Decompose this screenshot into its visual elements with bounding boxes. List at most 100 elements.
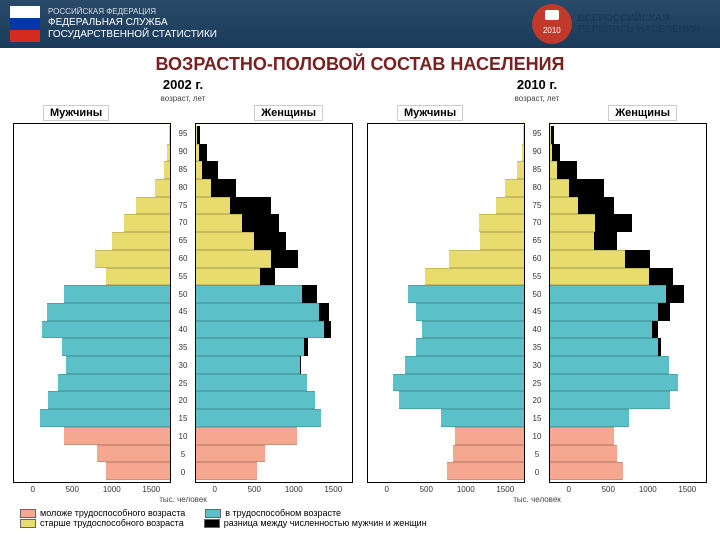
female-bar (196, 356, 300, 374)
diff-bar (552, 144, 560, 162)
bar-row (550, 161, 706, 179)
label-men: Мужчины (397, 105, 463, 121)
diff-bar (254, 232, 286, 250)
bar-row (14, 232, 170, 250)
female-bar (550, 161, 557, 179)
bar-row (196, 321, 352, 339)
age-tick: 45 (171, 303, 195, 321)
bar-row (368, 144, 524, 162)
pyramid-chart: 2002 г.возраст, летМужчиныЖенщины0510152… (13, 77, 353, 504)
bar-row (550, 427, 706, 445)
bar-row (368, 232, 524, 250)
diff-bar (658, 303, 669, 321)
pyramid-right (195, 123, 353, 483)
bar-row (368, 161, 524, 179)
bar-row (14, 303, 170, 321)
x-axis: 150010005000050010001500 (367, 485, 707, 494)
bar-row (14, 197, 170, 215)
diff-bar (230, 197, 271, 215)
bar-row (14, 126, 170, 144)
female-bar (550, 197, 578, 215)
bar-row (196, 374, 352, 392)
diff-bar (319, 303, 329, 321)
header-line1: ФЕДЕРАЛЬНАЯ СЛУЖБА (48, 17, 217, 29)
female-bar (196, 232, 254, 250)
age-tick: 20 (525, 392, 549, 410)
bar-row (196, 144, 352, 162)
age-tick: 90 (525, 143, 549, 161)
charts-container: 2002 г.возраст, летМужчиныЖенщины0510152… (0, 77, 720, 504)
bar-row (550, 303, 706, 321)
female-bar (196, 321, 324, 339)
female-bar (196, 268, 260, 286)
female-bar (196, 445, 265, 463)
male-bar (66, 356, 170, 374)
age-tick: 35 (171, 339, 195, 357)
bar-row (550, 214, 706, 232)
age-tick: 75 (525, 196, 549, 214)
bar-row (368, 179, 524, 197)
male-bar (416, 338, 524, 356)
age-tick: 0 (525, 463, 549, 481)
label-women: Женщины (254, 105, 323, 121)
female-bar (550, 427, 614, 445)
female-bar (196, 338, 304, 356)
male-bar (42, 321, 170, 339)
bar-row (368, 214, 524, 232)
diff-bar (202, 161, 218, 179)
bar-row (196, 250, 352, 268)
bar-row (14, 409, 170, 427)
census-badge-icon: 2010 (532, 4, 572, 44)
male-bar (136, 197, 170, 215)
pyramid-left (367, 123, 525, 483)
bar-row (196, 268, 352, 286)
male-bar (106, 268, 170, 286)
header-text: РОССИЙСКАЯ ФЕДЕРАЦИЯ ФЕДЕРАЛЬНАЯ СЛУЖБА … (48, 7, 217, 41)
age-tick: 0 (171, 463, 195, 481)
bar-row (550, 250, 706, 268)
male-bar (47, 303, 170, 321)
age-tick: 95 (171, 125, 195, 143)
bar-row (14, 321, 170, 339)
bar-row (550, 374, 706, 392)
flag-icon (10, 6, 40, 42)
female-bar (196, 303, 319, 321)
age-tick: 70 (171, 214, 195, 232)
age-tick: 65 (171, 232, 195, 250)
diff-bar (649, 268, 673, 286)
bar-row (14, 445, 170, 463)
bar-row (368, 462, 524, 480)
female-bar (550, 232, 594, 250)
male-bar (416, 303, 524, 321)
bar-row (14, 338, 170, 356)
y-axis: 05101520253035404550556065707580859095 (525, 123, 549, 483)
age-tick: 30 (171, 356, 195, 374)
bar-row (550, 179, 706, 197)
pyramid-chart: 2010 г.возраст, летМужчиныЖенщины0510152… (367, 77, 707, 504)
male-bar (155, 179, 170, 197)
bar-row (14, 391, 170, 409)
male-bar (48, 391, 170, 409)
female-bar (550, 356, 669, 374)
bar-row (550, 285, 706, 303)
label-women: Женщины (608, 105, 677, 121)
bar-row (368, 285, 524, 303)
age-tick: 90 (171, 143, 195, 161)
female-bar (550, 303, 658, 321)
female-bar (196, 374, 307, 392)
female-bar (550, 321, 652, 339)
bar-row (368, 321, 524, 339)
age-tick: 15 (171, 410, 195, 428)
age-tick: 75 (171, 196, 195, 214)
y-axis-label: возраст, лет (13, 94, 353, 103)
bar-row (550, 197, 706, 215)
legend: моложе трудоспособного возраста в трудос… (0, 504, 720, 528)
header-line2: ГОСУДАРСТВЕННОЙ СТАТИСТИКИ (48, 29, 217, 41)
female-bar (196, 391, 315, 409)
bar-row (196, 285, 352, 303)
age-tick: 30 (525, 356, 549, 374)
age-tick: 5 (171, 445, 195, 463)
age-tick: 25 (525, 374, 549, 392)
male-bar (106, 462, 170, 480)
age-tick: 20 (171, 392, 195, 410)
